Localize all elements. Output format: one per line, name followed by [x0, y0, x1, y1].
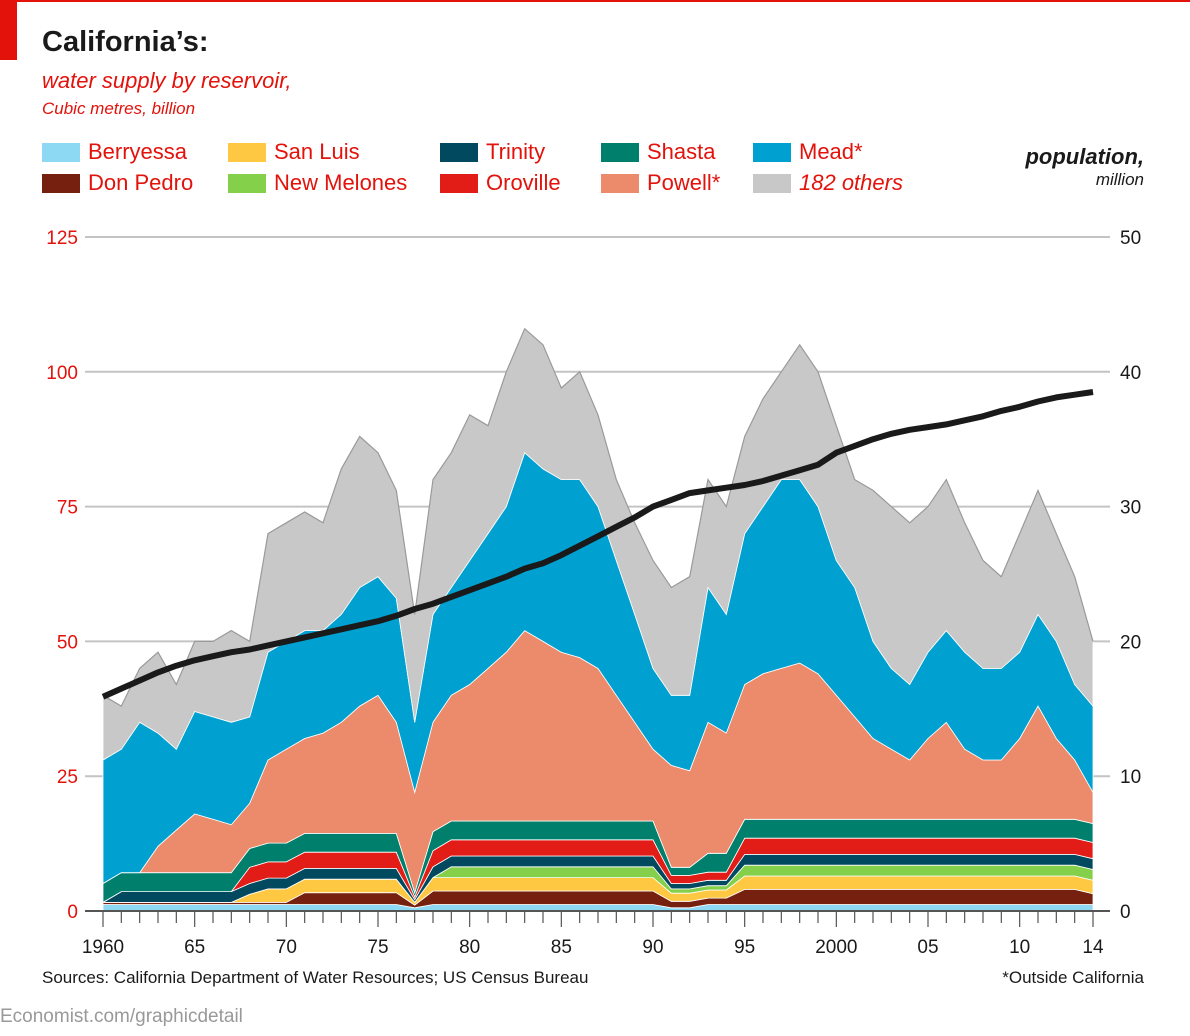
population-line	[101, 389, 1094, 700]
credit: Economist.com/graphicdetail	[0, 1006, 243, 1027]
x-tick-label: 2000	[815, 937, 857, 958]
legend-label: Powell*	[647, 170, 721, 195]
source-note: Sources: California Department of Water …	[42, 968, 589, 987]
x-tick-label: 14	[1082, 937, 1104, 958]
x-tick-label: 1960	[82, 937, 124, 958]
x-tick-label: 75	[367, 937, 388, 958]
legend-item: Powell*	[601, 170, 720, 196]
legend-item: Mead*	[753, 139, 863, 165]
right-tick-label: 30	[1120, 498, 1141, 519]
x-tick-label: 65	[184, 937, 205, 958]
total-outline	[102, 327, 1094, 707]
left-tick-label: 50	[57, 632, 78, 653]
legend-swatch	[601, 142, 639, 162]
legend-label: Oroville	[486, 170, 561, 195]
legend-label: Mead*	[799, 139, 863, 164]
red-tab	[0, 0, 17, 60]
x-tick-label: 85	[551, 937, 572, 958]
left-tick-label: 25	[57, 767, 78, 788]
unit-label: Cubic metres, billion	[42, 99, 196, 118]
top-rule	[0, 0, 1190, 2]
legend-item: Trinity	[440, 139, 545, 165]
population-unit: million	[1095, 170, 1144, 189]
right-tick-label: 10	[1120, 767, 1141, 788]
legend-item: San Luis	[228, 139, 360, 165]
right-tick-label: 40	[1120, 363, 1141, 384]
legend-swatch	[42, 142, 80, 162]
legend-swatch	[753, 142, 791, 162]
chart-title: California’s:	[42, 26, 209, 58]
legend-swatch	[228, 173, 266, 193]
legend-item: Don Pedro	[42, 170, 193, 196]
legend-label: Trinity	[486, 139, 546, 164]
legend-label: Berryessa	[88, 139, 188, 164]
left-tick-label: 0	[67, 902, 78, 923]
left-tick-label: 75	[57, 498, 78, 519]
legend-item: Berryessa	[42, 139, 187, 165]
right-tick-label: 50	[1120, 228, 1141, 249]
legend-label: San Luis	[274, 139, 360, 164]
x-tick-label: 90	[642, 937, 663, 958]
legend-swatch	[228, 142, 266, 162]
legend-item: 182 others	[753, 170, 903, 196]
legend-label: Shasta	[647, 139, 716, 164]
legend-swatch	[753, 173, 791, 193]
x-tick-label: 70	[276, 937, 297, 958]
right-tick-label: 20	[1120, 632, 1141, 653]
legend-swatch	[42, 173, 80, 193]
legend-label: New Melones	[274, 170, 408, 195]
legend-swatch	[601, 173, 639, 193]
right-tick-label: 0	[1120, 902, 1131, 923]
chart-subtitle: water supply by reservoir,	[42, 68, 292, 93]
legend-item: New Melones	[228, 170, 407, 196]
legend-item: Oroville	[440, 170, 561, 196]
legend-swatch	[440, 142, 478, 162]
legend-swatch	[440, 173, 478, 193]
x-tick-label: 95	[734, 937, 755, 958]
population-axis-title: population, million	[1025, 144, 1144, 190]
legend-item: Shasta	[601, 139, 716, 165]
x-tick-label: 80	[459, 937, 480, 958]
footnote: *Outside California	[1002, 968, 1144, 987]
population-label: population,	[1025, 144, 1144, 169]
left-tick-label: 125	[46, 228, 78, 249]
left-tick-label: 100	[46, 363, 78, 384]
legend-label: Don Pedro	[88, 170, 194, 195]
legend-label: 182 others	[799, 170, 903, 195]
x-tick-label: 05	[917, 937, 938, 958]
x-tick-label: 10	[1009, 937, 1030, 958]
